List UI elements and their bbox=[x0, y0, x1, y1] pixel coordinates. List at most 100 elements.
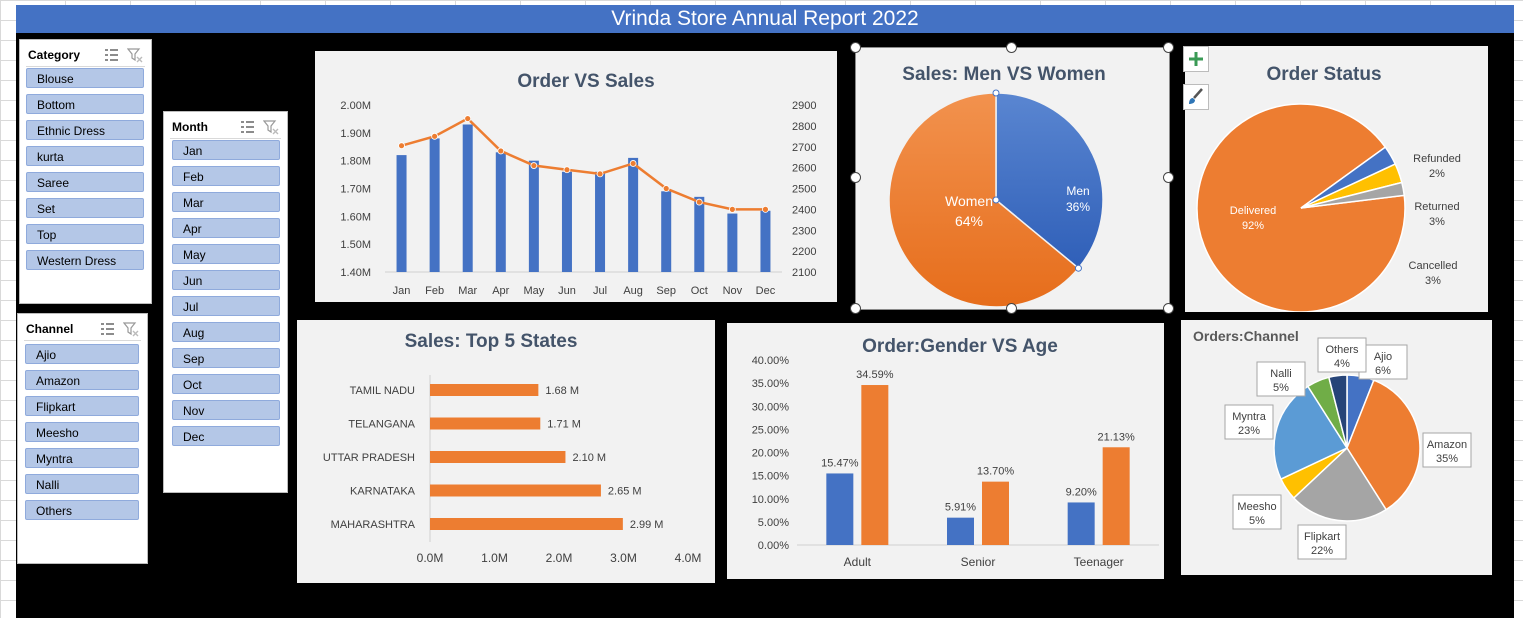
men-vs-women-chart[interactable]: Sales: Men VS Women Men 36% Women 64% bbox=[855, 47, 1170, 310]
slicer-item[interactable]: Sep bbox=[172, 348, 280, 368]
age-bar bbox=[982, 481, 1009, 545]
slice-handle bbox=[992, 89, 1000, 97]
chart-styles-button[interactable] bbox=[1183, 84, 1209, 110]
slicer-item[interactable]: Aug bbox=[172, 322, 280, 342]
orders-point bbox=[629, 160, 637, 167]
sales-bar bbox=[595, 171, 606, 272]
top-states-chart[interactable]: Sales: Top 5 States TAMIL NADU 1.68 M TELAN… bbox=[297, 320, 715, 583]
slicer-header: Category bbox=[26, 44, 145, 67]
y-axis-tick-label: 15.00% bbox=[752, 471, 790, 483]
slicer-item[interactable]: Flipkart bbox=[25, 396, 139, 416]
data-label: 15.47% bbox=[821, 457, 859, 469]
clear-filter-icon[interactable] bbox=[263, 119, 279, 135]
resize-handle[interactable] bbox=[1006, 42, 1017, 53]
data-label-box bbox=[1317, 337, 1367, 373]
channel-slicer[interactable]: Channel Ajio Amazon Flipkart Meesho Myntra Na… bbox=[17, 313, 148, 564]
data-label: 9.20% bbox=[1066, 486, 1097, 498]
orders-channel-chart[interactable]: Orders:Channel Ajio 6% Amazon 35% Flipkart 22%… bbox=[1181, 320, 1492, 575]
state-bar bbox=[430, 417, 541, 430]
chart-elements-button[interactable] bbox=[1183, 46, 1209, 72]
data-label: 2.65 M bbox=[608, 486, 642, 498]
slicer-item[interactable]: Mar bbox=[172, 192, 280, 212]
slicer-item[interactable]: Ajio bbox=[25, 344, 139, 364]
gender-vs-age-chart[interactable]: Order:Gender VS Age 0.00% 5.00% 10.00% 15.00… bbox=[727, 323, 1164, 579]
left-axis-tick-label: 1.50M bbox=[340, 239, 371, 251]
data-label: Meesho bbox=[1237, 501, 1276, 513]
y-axis-tick-label: 35.00% bbox=[752, 378, 790, 390]
order-status-svg: Order Status Delivered 92% Refunded 2% Return… bbox=[1196, 64, 1461, 313]
slicer-item[interactable]: Nalli bbox=[25, 474, 139, 494]
clear-filter-icon[interactable] bbox=[123, 321, 139, 337]
x-axis-tick-label: 2.0M bbox=[546, 551, 573, 565]
slicer-item[interactable]: May bbox=[172, 244, 280, 264]
multi-select-icon[interactable] bbox=[239, 119, 255, 135]
data-label: Amazon bbox=[1427, 439, 1467, 451]
data-label: 6% bbox=[1375, 365, 1391, 377]
orders-point bbox=[530, 162, 538, 169]
slicer-item[interactable]: Top bbox=[26, 224, 144, 244]
orders-point bbox=[728, 205, 736, 213]
data-label: Flipkart bbox=[1304, 531, 1340, 543]
slicer-item[interactable]: Amazon bbox=[25, 370, 139, 390]
multi-select-icon[interactable] bbox=[103, 47, 119, 63]
data-label: Nalli bbox=[1270, 368, 1291, 380]
order-status-chart[interactable]: Order Status Delivered 92% Refunded 2% Return… bbox=[1185, 46, 1488, 313]
age-bar bbox=[861, 385, 889, 545]
slicer-item[interactable]: Others bbox=[25, 500, 139, 520]
slicer-item[interactable]: Western Dress bbox=[26, 250, 144, 270]
data-label: Returned bbox=[1414, 201, 1459, 213]
men-vs-women-svg: Sales: Men VS Women Men 36% Women 64% bbox=[888, 64, 1106, 308]
resize-handle[interactable] bbox=[1163, 303, 1174, 314]
data-label-box bbox=[1256, 361, 1306, 397]
month-slicer[interactable]: Month Jan Feb Mar Apr May Jun Jul Aug Sep Oct Nov D… bbox=[163, 111, 288, 493]
data-label: Women bbox=[945, 193, 993, 209]
slice-handle bbox=[1074, 264, 1082, 272]
data-label: 35% bbox=[1436, 453, 1458, 465]
clear-filter-icon[interactable] bbox=[127, 47, 143, 63]
orders-point bbox=[497, 147, 505, 155]
slicer-item[interactable]: Bottom bbox=[26, 94, 144, 114]
category-slicer[interactable]: Category Blouse Bottom Ethnic Dress kurta Sa… bbox=[19, 39, 152, 304]
resize-handle[interactable] bbox=[850, 303, 861, 314]
data-label: Refunded bbox=[1413, 153, 1461, 165]
slicer-item[interactable]: Meesho bbox=[25, 422, 139, 442]
left-axis-tick-label: 1.40M bbox=[340, 267, 371, 279]
slicer-item[interactable]: kurta bbox=[26, 146, 144, 166]
slicer-item[interactable]: Blouse bbox=[26, 68, 144, 88]
data-label-box bbox=[1358, 344, 1408, 380]
orders-line bbox=[401, 117, 766, 211]
multi-select-icon[interactable] bbox=[99, 321, 115, 337]
slicer-item[interactable]: Ethnic Dress bbox=[26, 120, 144, 140]
slicer-item[interactable]: Feb bbox=[172, 166, 280, 186]
slicer-item[interactable]: Saree bbox=[26, 172, 144, 192]
slicer-item[interactable]: Set bbox=[26, 198, 144, 218]
data-label-box bbox=[1232, 494, 1282, 530]
slicer-item[interactable]: Oct bbox=[172, 374, 280, 394]
resize-handle[interactable] bbox=[850, 172, 861, 183]
x-axis-tick-label: 0.0M bbox=[417, 551, 444, 565]
x-axis-tick-label: Sep bbox=[656, 285, 676, 297]
x-axis-tick-label: Aug bbox=[623, 285, 643, 297]
left-axis-tick-label: 1.80M bbox=[340, 156, 371, 168]
y-axis-tick-label: 20.00% bbox=[752, 448, 790, 460]
y-axis-tick-label: MAHARASHTRA bbox=[331, 519, 416, 531]
brush-icon bbox=[1189, 88, 1203, 104]
slicer-item[interactable]: Jan bbox=[172, 140, 280, 160]
resize-handle[interactable] bbox=[1163, 172, 1174, 183]
slicer-item[interactable]: Jul bbox=[172, 296, 280, 316]
slicer-item[interactable]: Dec bbox=[172, 426, 280, 446]
order-vs-sales-chart[interactable]: Order VS Sales 1.40M 1.50M 1.60M 1.70M 1.80M 1… bbox=[315, 51, 837, 302]
resize-handle[interactable] bbox=[1006, 303, 1017, 314]
slicer-item[interactable]: Apr bbox=[172, 218, 280, 238]
chart-title: Orders:Channel bbox=[1193, 328, 1299, 344]
slicer-item[interactable]: Nov bbox=[172, 400, 280, 420]
slicer-item[interactable]: Jun bbox=[172, 270, 280, 290]
x-axis-tick-label: Apr bbox=[492, 285, 509, 297]
y-axis-tick-label: 0.00% bbox=[758, 540, 789, 552]
resize-handle[interactable] bbox=[1163, 42, 1174, 53]
slicer-item[interactable]: Myntra bbox=[25, 448, 139, 468]
age-bar bbox=[1067, 502, 1095, 545]
right-axis-tick-label: 2800 bbox=[792, 121, 816, 133]
y-axis-tick-label: 25.00% bbox=[752, 424, 790, 436]
resize-handle[interactable] bbox=[850, 42, 861, 53]
